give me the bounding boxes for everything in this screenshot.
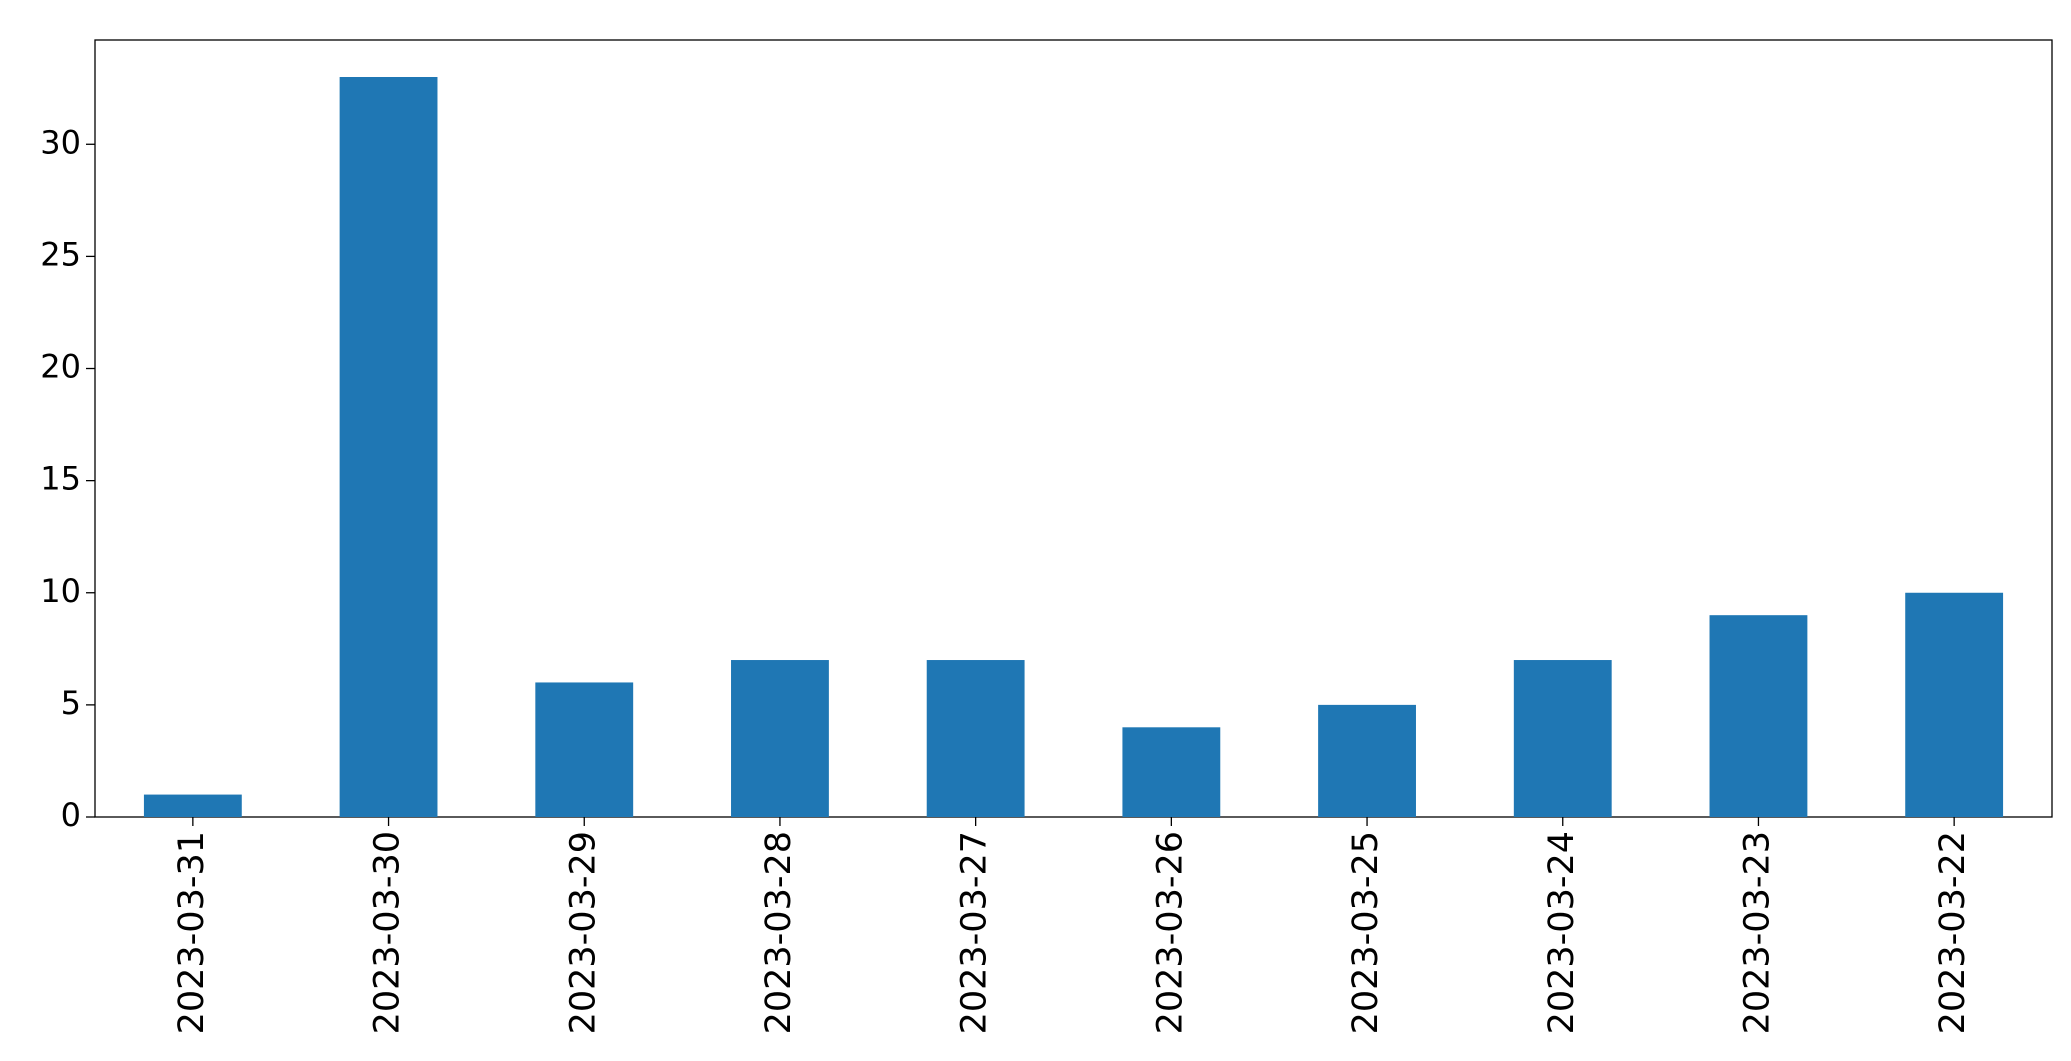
y-tick-label: 0 <box>61 796 81 834</box>
x-tick-label: 2023-03-31 <box>172 831 212 1034</box>
y-tick-label: 20 <box>40 348 81 386</box>
x-tick-label: 2023-03-23 <box>1737 831 1777 1034</box>
bar <box>339 77 438 817</box>
bar <box>535 682 634 817</box>
x-tick-label: 2023-03-24 <box>1542 831 1582 1034</box>
bar <box>926 660 1025 817</box>
y-tick-label: 15 <box>40 460 81 498</box>
bar <box>731 660 829 817</box>
bar <box>1318 704 1416 817</box>
x-tick-label: 2023-03-22 <box>1933 831 1973 1034</box>
x-tick-label: 2023-03-27 <box>955 831 995 1034</box>
y-tick-label: 10 <box>40 572 81 610</box>
bar <box>1513 660 1612 817</box>
x-tick-label: 2023-03-25 <box>1346 831 1386 1034</box>
y-tick-label: 5 <box>61 684 81 722</box>
bar <box>1905 592 2004 817</box>
x-tick-label: 2023-03-26 <box>1150 831 1190 1034</box>
y-tick-label: 25 <box>40 235 81 273</box>
bar <box>143 794 242 817</box>
y-tick-label: 30 <box>40 123 81 161</box>
x-tick-label: 2023-03-30 <box>368 831 408 1034</box>
bar <box>1709 615 1808 817</box>
bar <box>1122 727 1221 817</box>
x-tick-label: 2023-03-28 <box>759 831 799 1034</box>
plot-frame <box>94 39 2053 818</box>
x-tick-label: 2023-03-29 <box>563 831 603 1034</box>
